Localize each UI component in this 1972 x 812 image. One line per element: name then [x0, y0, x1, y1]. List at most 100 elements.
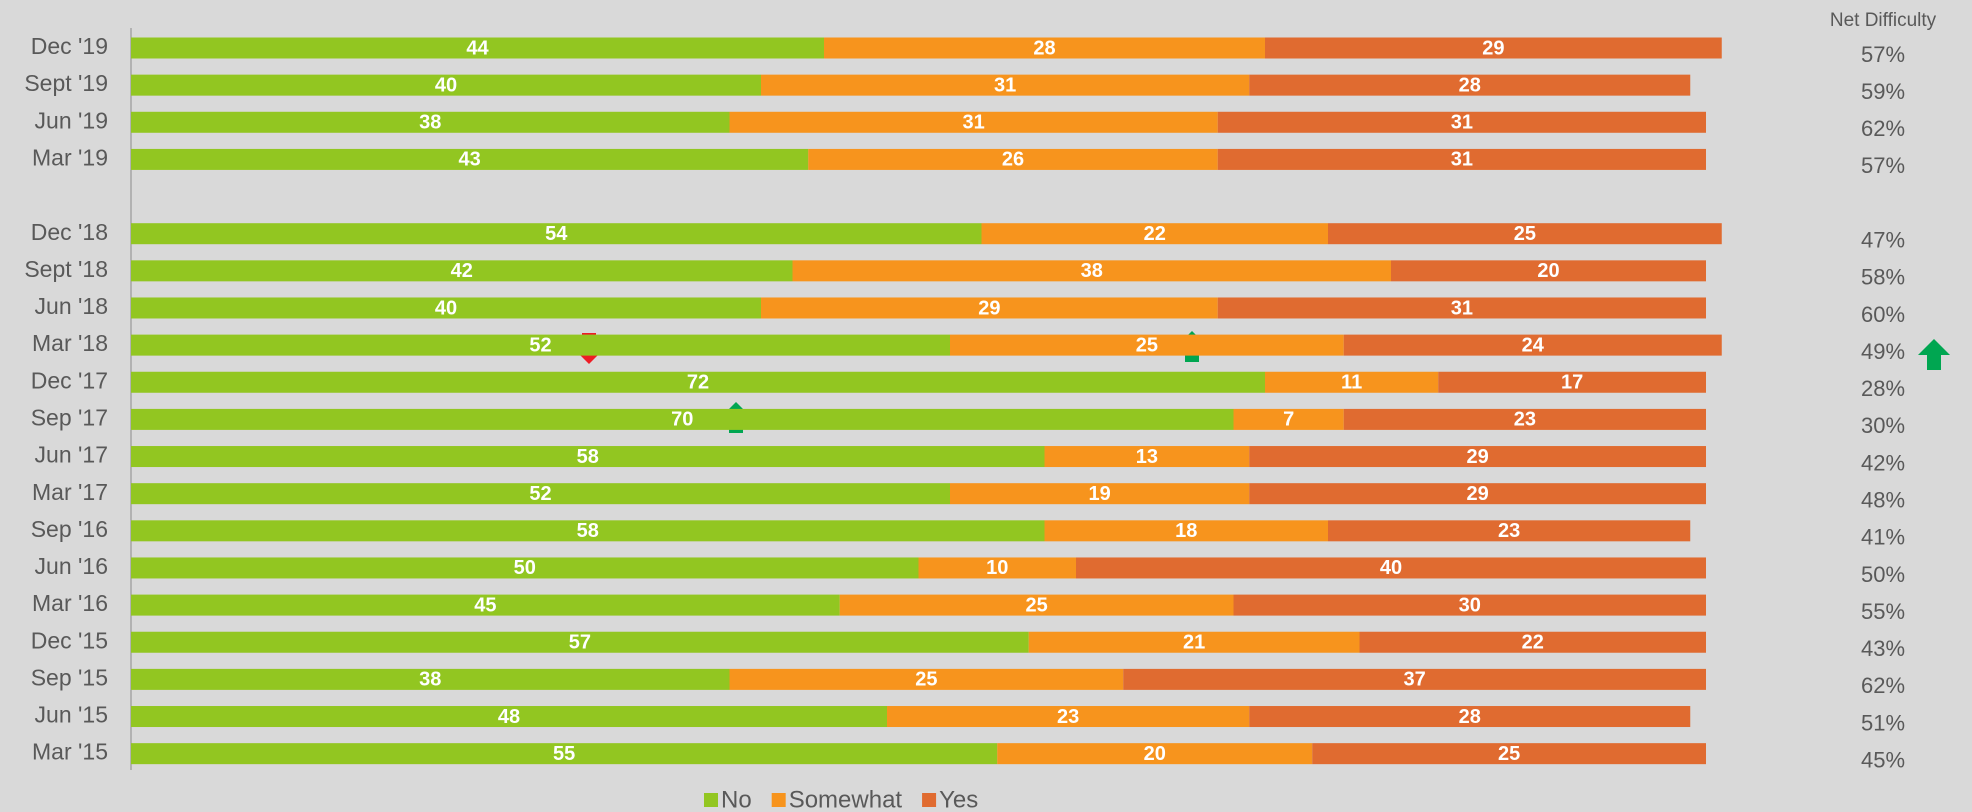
bar-segment [131, 297, 761, 319]
y-tick-label: Dec '17 [31, 367, 108, 393]
data-label: 58 [577, 446, 599, 468]
data-label: 42 [451, 260, 473, 282]
bar-segment [1249, 706, 1691, 728]
data-label: 26 [1002, 149, 1024, 171]
y-tick-label: Sept '18 [24, 256, 108, 282]
net-difficulty-value: 42% [1861, 450, 1905, 475]
bar-segment [761, 74, 1250, 96]
bar-segment [1438, 371, 1706, 393]
data-label: 25 [1498, 743, 1520, 765]
data-label: 38 [419, 669, 441, 691]
bar-segment [131, 743, 998, 765]
bar-segment [1328, 520, 1691, 542]
data-label: 52 [529, 483, 551, 505]
data-label: 31 [1451, 149, 1473, 171]
y-tick-label: Sept '19 [24, 70, 108, 96]
bar-segment [1249, 446, 1706, 468]
y-tick-label: Mar '19 [32, 144, 108, 170]
data-label: 25 [915, 669, 937, 691]
data-label: 31 [1451, 112, 1473, 134]
net-difficulty-value: 58% [1861, 265, 1905, 290]
net-difficulty-value: 50% [1861, 562, 1905, 587]
data-label: 57 [569, 632, 591, 654]
data-label: 54 [545, 223, 568, 245]
data-label: 20 [1144, 743, 1166, 765]
bar-segment [131, 557, 919, 579]
data-label: 70 [671, 409, 693, 431]
data-label: 29 [1467, 446, 1489, 468]
bar-segment [1328, 223, 1722, 245]
net-difficulty-value: 41% [1861, 525, 1905, 550]
bar-segment [1359, 631, 1706, 653]
data-label: 31 [994, 74, 1016, 96]
data-label: 24 [1522, 334, 1545, 356]
net-difficulty-value: 43% [1861, 636, 1905, 661]
net-difficulty-value: 28% [1861, 376, 1905, 401]
y-tick-label: Dec '15 [31, 627, 108, 653]
data-label: 30 [1459, 594, 1481, 616]
data-label: 25 [1026, 594, 1048, 616]
bar-segment [1044, 446, 1250, 468]
data-label: 22 [1144, 223, 1166, 245]
bar-segment [131, 334, 950, 356]
bar-segment [1343, 334, 1722, 356]
net-difficulty-value: 47% [1861, 228, 1905, 253]
data-label: 38 [1081, 260, 1103, 282]
data-label: 13 [1136, 446, 1158, 468]
data-label: 45 [474, 594, 496, 616]
y-tick-label: Jun '18 [35, 293, 108, 319]
bar-segment [1312, 743, 1706, 765]
y-tick-label: Jun '16 [35, 553, 108, 579]
bar-segment [1123, 668, 1706, 690]
bar-segment [887, 706, 1250, 728]
bar-segment [131, 260, 793, 282]
bar-segment [950, 334, 1344, 356]
bar-segment [131, 371, 1265, 393]
data-label: 55 [553, 743, 575, 765]
net-difficulty-value: 45% [1861, 747, 1905, 772]
net-difficulty-value: 62% [1861, 673, 1905, 698]
bar-segment [1233, 408, 1344, 430]
data-label: 28 [1033, 37, 1055, 59]
bar-segment [1217, 297, 1706, 319]
bar-segment [792, 260, 1391, 282]
bar-segment [131, 74, 761, 96]
data-label: 7 [1283, 409, 1294, 431]
bar-segment [1076, 557, 1706, 579]
arrow-up [1918, 339, 1950, 370]
net-difficulty-value: 49% [1861, 339, 1905, 364]
legend-swatch [771, 793, 786, 807]
bar-segment [1028, 631, 1360, 653]
data-label: 25 [1514, 223, 1536, 245]
data-label: 21 [1183, 632, 1205, 654]
data-label: 29 [1467, 483, 1489, 505]
data-label: 29 [1482, 37, 1504, 59]
net-difficulty-value: 60% [1861, 302, 1905, 327]
net-difficulty-value: 48% [1861, 487, 1905, 512]
bar-segment [131, 631, 1029, 653]
data-label: 31 [1451, 297, 1473, 319]
data-label: 23 [1498, 520, 1520, 542]
y-tick-label: Sep '15 [31, 664, 108, 690]
bar-segment [131, 446, 1045, 468]
data-label: 37 [1404, 669, 1426, 691]
y-tick-label: Jun '19 [35, 107, 108, 133]
bar-segment [1391, 260, 1706, 282]
bar-segment [131, 483, 950, 505]
y-tick-label: Mar '18 [32, 330, 108, 356]
bar-segment [1343, 408, 1706, 430]
net-difficulty-value: 59% [1861, 79, 1905, 104]
bar-segment [729, 668, 1124, 690]
data-label: 40 [1380, 557, 1402, 579]
bar-segment [1233, 594, 1706, 616]
y-tick-label: Jun '15 [35, 702, 108, 728]
bar-segment [131, 706, 887, 728]
data-label: 38 [419, 112, 441, 134]
bar-segment [1044, 520, 1328, 542]
data-label: 18 [1175, 520, 1197, 542]
bar-segment [131, 520, 1045, 542]
y-tick-label: Sep '16 [31, 516, 108, 542]
legend-label: No [721, 786, 752, 812]
y-tick-label: Mar '15 [32, 739, 108, 765]
